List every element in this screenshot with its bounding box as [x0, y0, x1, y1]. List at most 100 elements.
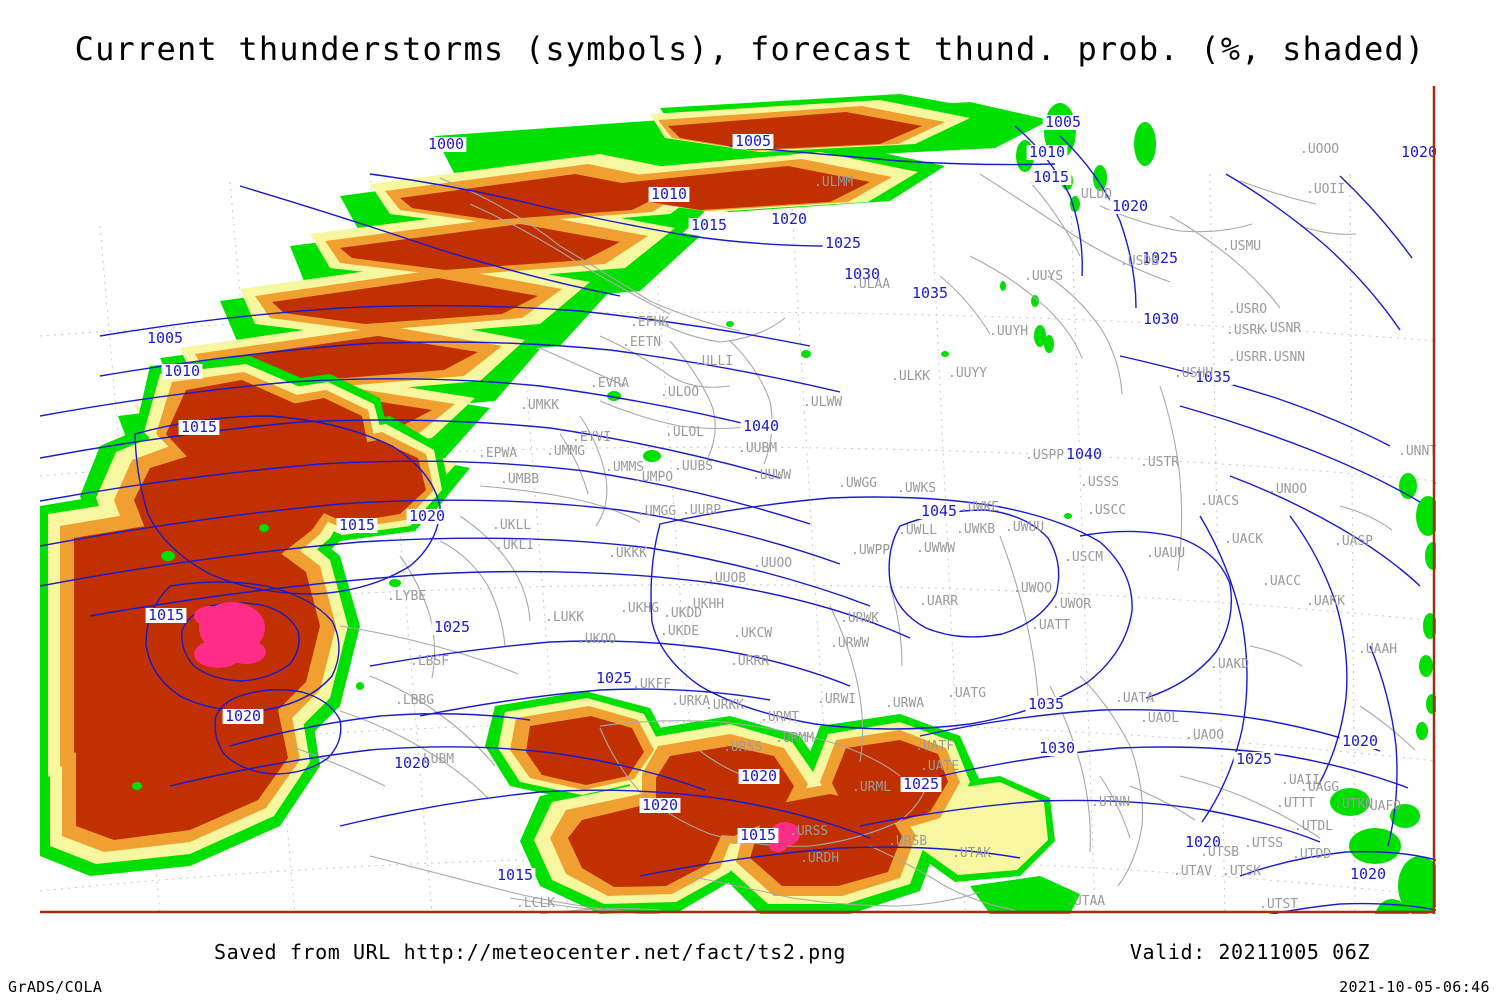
station-label: .UTAA: [1066, 894, 1105, 909]
weather-map[interactable]: 1000 1005 1005 1005 1010 1010 1010 1015 1015 1015…: [40, 86, 1436, 914]
station-label: .LUBM: [415, 752, 454, 767]
isobar-label: 1040: [1066, 445, 1102, 463]
isobar-label-box: [431, 620, 473, 635]
station-label: .UTSS: [1244, 836, 1283, 851]
station-label: .UUBM: [738, 441, 777, 456]
isobar-label: 1025: [596, 669, 632, 687]
station-label: .ULAA: [851, 277, 890, 292]
isobar-label-box: [822, 236, 864, 251]
station-label: .USRK: [1226, 323, 1265, 338]
station-label: .UACC: [1262, 574, 1301, 589]
isobar-label: 1015: [339, 516, 375, 534]
station-label: .UKKK: [608, 546, 647, 561]
isobar-labels: 1000 100510051005101010101010101510151015…: [144, 113, 1436, 884]
station-label: .ULOL: [665, 425, 704, 440]
station-label: .UUWW: [752, 468, 791, 483]
station-label: .UKHH: [685, 597, 724, 612]
isobar-label-box: [222, 709, 264, 724]
station-label: .UMMG: [546, 444, 585, 459]
isobar-label: 1020: [1112, 197, 1148, 215]
station-label: .EFHK: [630, 315, 669, 330]
station-label: .UTSK: [1222, 864, 1261, 879]
station-label: .UAII: [1281, 773, 1320, 788]
station-label: .UTNN: [1091, 795, 1130, 810]
isobar-label: 1010: [651, 185, 687, 203]
station-label: .UAKK: [1306, 594, 1345, 609]
station-label: .URWI: [817, 692, 856, 707]
isobar-label: 1015: [740, 826, 776, 844]
isobar-label: 1020: [409, 507, 445, 525]
isobar-label-box: [1026, 145, 1068, 160]
isobar-label: 1020: [1185, 833, 1221, 851]
station-label: .UATE: [920, 759, 959, 774]
station-label: .URMM: [775, 731, 814, 746]
map-canvas[interactable]: 1000 100510051005101010101010101510151015…: [40, 86, 1436, 914]
isobar-label: 1015: [691, 216, 727, 234]
valid-time-label: Valid: 20211005 06Z: [1129, 940, 1371, 964]
station-label: .LYBE: [387, 589, 426, 604]
station-label: .UTAK: [952, 846, 991, 861]
station-label: .ULDD: [1073, 187, 1112, 202]
station-label: .USMU: [1222, 239, 1261, 254]
station-label: .URML: [852, 780, 891, 795]
isobar-label: 1005: [735, 132, 771, 150]
isobar-label: 1030: [1039, 739, 1075, 757]
isobar-label: 1015: [1033, 168, 1069, 186]
isobar-label: 1015: [497, 866, 533, 884]
isobar-label-box: [593, 671, 635, 686]
isobar-label: 1020: [642, 796, 678, 814]
station-label: .UWOO: [1013, 581, 1052, 596]
station-label: .UAOL: [1140, 711, 1179, 726]
station-label: .USRR: [1228, 350, 1267, 365]
isobar-label: 1030: [844, 265, 880, 283]
render-timestamp-label: 2021-10-05-06:46: [1339, 978, 1490, 996]
station-label: .UAFO: [1362, 799, 1401, 814]
isobar-label-box: [1140, 312, 1182, 327]
isobar-label-box: [737, 828, 779, 843]
station-label: .USTR: [1140, 455, 1179, 470]
station-label: .UKDE: [660, 624, 699, 639]
isobar-label: 1020: [741, 767, 777, 785]
station-label: .USNN: [1266, 350, 1305, 365]
isobar-label: 1020: [1401, 143, 1436, 161]
isobars: [40, 125, 1436, 914]
station-label: .USCM: [1064, 550, 1103, 565]
isobar-label: 1020: [1342, 732, 1378, 750]
isobar-label-box: [1139, 251, 1181, 266]
station-label: .ULWW: [803, 395, 842, 410]
station-label: .UUYS: [1024, 269, 1063, 284]
station-label: .UACK: [1224, 532, 1263, 547]
station-label: .UTTT: [1276, 796, 1315, 811]
thunderstorm-symbols: [194, 602, 800, 852]
station-label: .UKCW: [733, 626, 772, 641]
grads-logo-label: GrADS/COLA: [8, 978, 103, 996]
station-label: .UMKK: [520, 398, 559, 413]
isobar-label-box: [1347, 867, 1389, 882]
station-label: .UUBS: [674, 459, 713, 474]
station-label: .UKFF: [632, 677, 671, 692]
station-label: .UWWW: [916, 541, 955, 556]
station-label: .UNNT: [1398, 444, 1436, 459]
isobar-label-box: [1042, 115, 1084, 130]
station-labels: .ULMM .ULDD .UOOO .UOII .USMU .USDB .USRO .UUYS…: [387, 142, 1436, 912]
isobar-label-box: [1233, 752, 1275, 767]
isobar-label-box: [768, 212, 810, 227]
isobar-label-box: [909, 286, 951, 301]
coastlines: [289, 173, 1416, 914]
station-label: .UUOO: [753, 556, 792, 571]
station-label: .ULOO: [660, 385, 699, 400]
station-label: .UTDL: [1294, 819, 1333, 834]
station-label: .UAGG: [1300, 780, 1339, 795]
station-label: .URWK: [840, 611, 879, 626]
station-label: .USRO: [1228, 302, 1267, 317]
station-label: .UWLL: [898, 523, 937, 538]
isobar-label-box: [1036, 741, 1078, 756]
isobar-label-box: [425, 137, 467, 152]
station-label: .UUOB: [707, 571, 746, 586]
station-label: .UAUU: [1146, 546, 1185, 561]
station-label: .UAOO: [1185, 728, 1224, 743]
station-label: .UWGG: [838, 476, 877, 491]
isobar-label-box: [336, 518, 378, 533]
station-label: .ULKK: [891, 369, 930, 384]
isobar-label: 1010: [1029, 143, 1065, 161]
